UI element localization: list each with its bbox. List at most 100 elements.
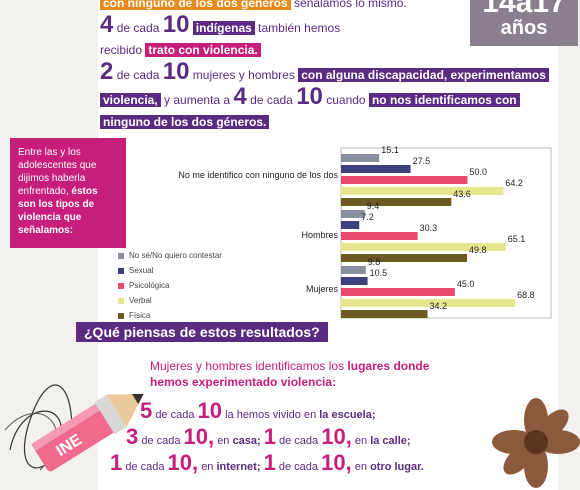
intro-line0-rest: señalamos lo mismo. — [294, 0, 407, 10]
flower-illustration — [492, 398, 580, 488]
stat-text: y aumenta a — [164, 93, 231, 107]
legend-item: Psicológica — [118, 278, 222, 293]
legend-swatch — [118, 312, 124, 319]
category-label: Mujeres — [305, 284, 338, 294]
place-internet: internet; — [216, 461, 261, 473]
stat-number: 1 — [263, 450, 276, 475]
age-unit: años — [500, 17, 548, 39]
highlight-violence: trato con violencia. — [145, 43, 261, 57]
stat-number: 1 — [263, 424, 276, 449]
bar-no-s-no-quiero-contestar — [341, 154, 380, 162]
legend-label: No sé/No quiero contestar — [129, 251, 222, 260]
bar-value-label: 50.0 — [470, 167, 488, 177]
legend-swatch — [118, 282, 124, 289]
bar-value-label: 43.6 — [453, 189, 471, 199]
stat-number: 10, — [321, 424, 352, 449]
stat-text: en — [217, 435, 230, 447]
intro-line-2: recibido trato con violencia. — [100, 39, 460, 61]
bar-value-label: 9.8 — [368, 257, 381, 267]
bar-value-label: 64.2 — [505, 178, 523, 188]
bar-sexual — [341, 277, 368, 285]
highlight-no-gender: no nos identificamos con — [368, 93, 520, 107]
stat-number: 10, — [183, 424, 215, 449]
stat-number: 10, — [321, 450, 352, 475]
intro-line-1: 4 de cada 10 indígenas también hemos — [100, 11, 460, 39]
stat-number: 3 — [126, 424, 139, 449]
age-range: 14a17 — [482, 0, 566, 19]
stat-text: de cada — [125, 461, 165, 473]
category-label: No me identifico con ninguno de los dos — [178, 170, 338, 180]
bar-sexual — [341, 221, 360, 229]
stat-number: 10 — [162, 58, 190, 85]
legend-label: Verbal — [129, 296, 152, 305]
stat-number: 4 — [100, 11, 114, 38]
stat-text: recibido — [100, 43, 143, 57]
intro-text: con ninguno de los dos géneros señalamos… — [100, 0, 549, 133]
bar-f-sica — [341, 310, 428, 318]
stat-number: 10 — [162, 11, 190, 38]
highlight-no-gender-2: ninguno de los dos géneros. — [100, 115, 270, 129]
places-row-2: 3 de cada 10, en casa; 1 de cada 10, en … — [110, 424, 480, 450]
bar-value-label: 30.3 — [420, 223, 438, 233]
stat-number: 4 — [233, 83, 247, 110]
stat-number: 2 — [100, 58, 114, 85]
legend-item: No sé/No quiero contestar — [118, 248, 222, 263]
place-other: otro lugar. — [370, 461, 424, 473]
places-intro-text: Mujeres y hombres identificamos los — [150, 359, 345, 373]
bar-no-s-no-quiero-contestar — [341, 210, 365, 218]
bar-value-label: 15.1 — [381, 145, 399, 155]
highlight-disability: con alguna discapacidad, experimentamos — [298, 68, 549, 82]
stat-text: de cada — [141, 435, 181, 447]
bar-sexual — [341, 165, 411, 173]
bar-value-label: 10.5 — [370, 268, 388, 278]
bar-verbal — [341, 243, 506, 251]
stat-text: en — [201, 461, 214, 473]
bar-value-label: 7.2 — [361, 212, 374, 222]
stat-text: en — [354, 461, 367, 473]
stat-text: de cada — [250, 93, 293, 107]
category-label: Hombres — [301, 230, 338, 240]
stat-text: de cada — [155, 409, 195, 421]
place-street: la calle; — [370, 435, 411, 447]
right-margin — [558, 0, 580, 490]
bar-f-sica — [341, 198, 452, 206]
stat-text: la hemos vivido en — [225, 409, 317, 421]
pencil-illustration: INE — [31, 393, 144, 472]
highlight-indigenous: indígenas — [192, 21, 255, 35]
stat-text: de cada — [116, 21, 160, 35]
bar-value-label: 45.0 — [457, 279, 475, 289]
bar-value-label: 34.2 — [430, 301, 448, 311]
places-stats: 5 de cada 10 la hemos vivido en la escue… — [110, 398, 480, 476]
bar-value-label: 68.8 — [517, 290, 535, 300]
bar-value-label: 9.4 — [367, 201, 380, 211]
stat-number: 1 — [110, 450, 123, 475]
bar-psicol-gica — [341, 176, 468, 184]
bar-value-label: 27.5 — [413, 156, 431, 166]
legend-swatch — [118, 267, 124, 274]
stat-text: cuando — [326, 93, 366, 107]
age-badge: 14a17 años — [470, 0, 578, 46]
stat-number: 10 — [197, 398, 223, 423]
stat-text: en — [354, 435, 368, 447]
bar-psicol-gica — [341, 288, 455, 296]
highlight-gender: con ninguno de los dos géneros — [100, 0, 291, 10]
stat-text: mujeres y hombres — [192, 68, 295, 82]
legend-swatch — [118, 252, 124, 259]
legend-swatch — [118, 297, 124, 304]
places-intro-highlight-2: hemos experimentado violencia: — [150, 375, 337, 389]
bar-psicol-gica — [341, 232, 418, 240]
stat-number: 5 — [140, 398, 153, 423]
legend-item: Verbal — [118, 293, 222, 308]
stat-number: 10 — [296, 83, 323, 110]
highlight-violence2: violencia, — [100, 93, 161, 107]
stat-number: 10, — [167, 450, 199, 475]
legend-item: Física — [118, 308, 222, 323]
places-intro-highlight: lugares donde — [347, 359, 430, 373]
stat-text: de cada — [279, 435, 319, 447]
places-intro: Mujeres y hombres identificamos los luga… — [150, 358, 470, 390]
place-school: la escuela; — [319, 409, 376, 421]
intro-line-5: ninguno de los dos géneros. — [100, 111, 460, 133]
stat-text: de cada — [278, 461, 319, 473]
bar-value-label: 49.8 — [469, 245, 487, 255]
